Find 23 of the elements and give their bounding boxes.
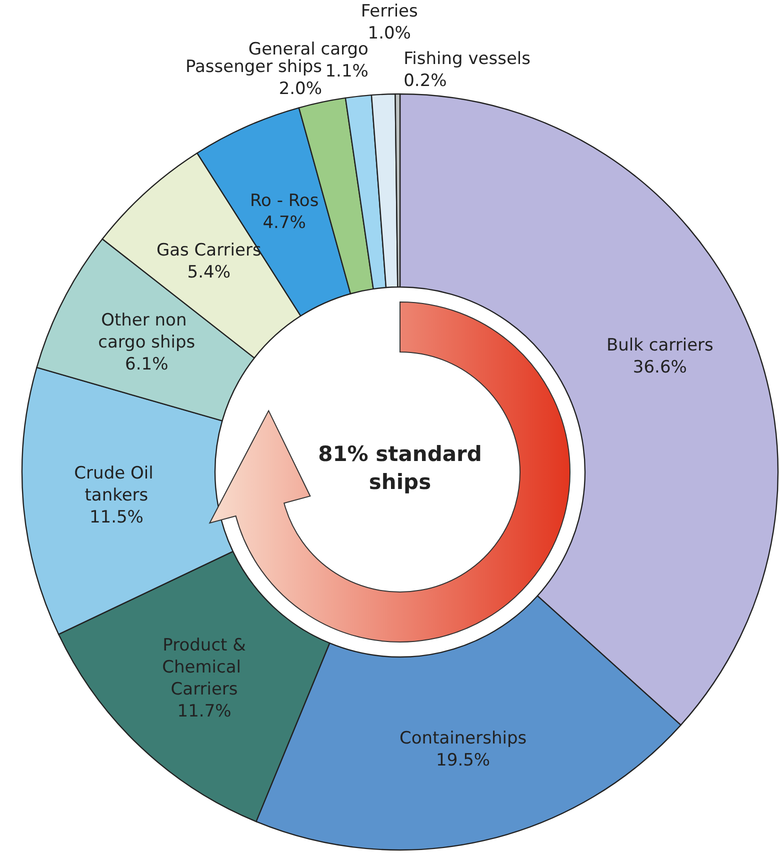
data-label: 19.5% bbox=[436, 750, 490, 770]
slice-label: Containerships bbox=[400, 728, 527, 748]
slice-label: Bulk carriers bbox=[606, 335, 714, 356]
data-label: 6.1% bbox=[125, 354, 168, 375]
slice-label: Ferries bbox=[360, 1, 418, 22]
slice-label: Crude Oil tankers bbox=[74, 463, 159, 506]
data-label: 11.7% bbox=[177, 701, 232, 722]
slice-label: Gas Carriers bbox=[156, 240, 262, 260]
data-label: 36.6% bbox=[632, 357, 687, 378]
data-label: 1.0% bbox=[368, 23, 411, 44]
slice-label: Ro - Ros bbox=[250, 191, 319, 212]
data-label: 0.2% bbox=[404, 71, 447, 92]
data-label: 2.0% bbox=[278, 79, 322, 100]
data-label: 4.7% bbox=[262, 213, 306, 234]
data-label: 5.4% bbox=[187, 262, 230, 282]
slice-label: Other non cargo ships bbox=[98, 310, 196, 353]
slice-label: General cargo bbox=[248, 39, 368, 60]
slice-label: Fishing vessels bbox=[404, 49, 531, 70]
text: 81% standard ships bbox=[317, 441, 483, 496]
data-label: 11.5% bbox=[89, 507, 144, 528]
slice-label: Passenger ships bbox=[186, 57, 322, 78]
slice-label: Product &Chemical Carriers bbox=[162, 635, 246, 700]
data-label: 1.1% bbox=[325, 61, 368, 82]
